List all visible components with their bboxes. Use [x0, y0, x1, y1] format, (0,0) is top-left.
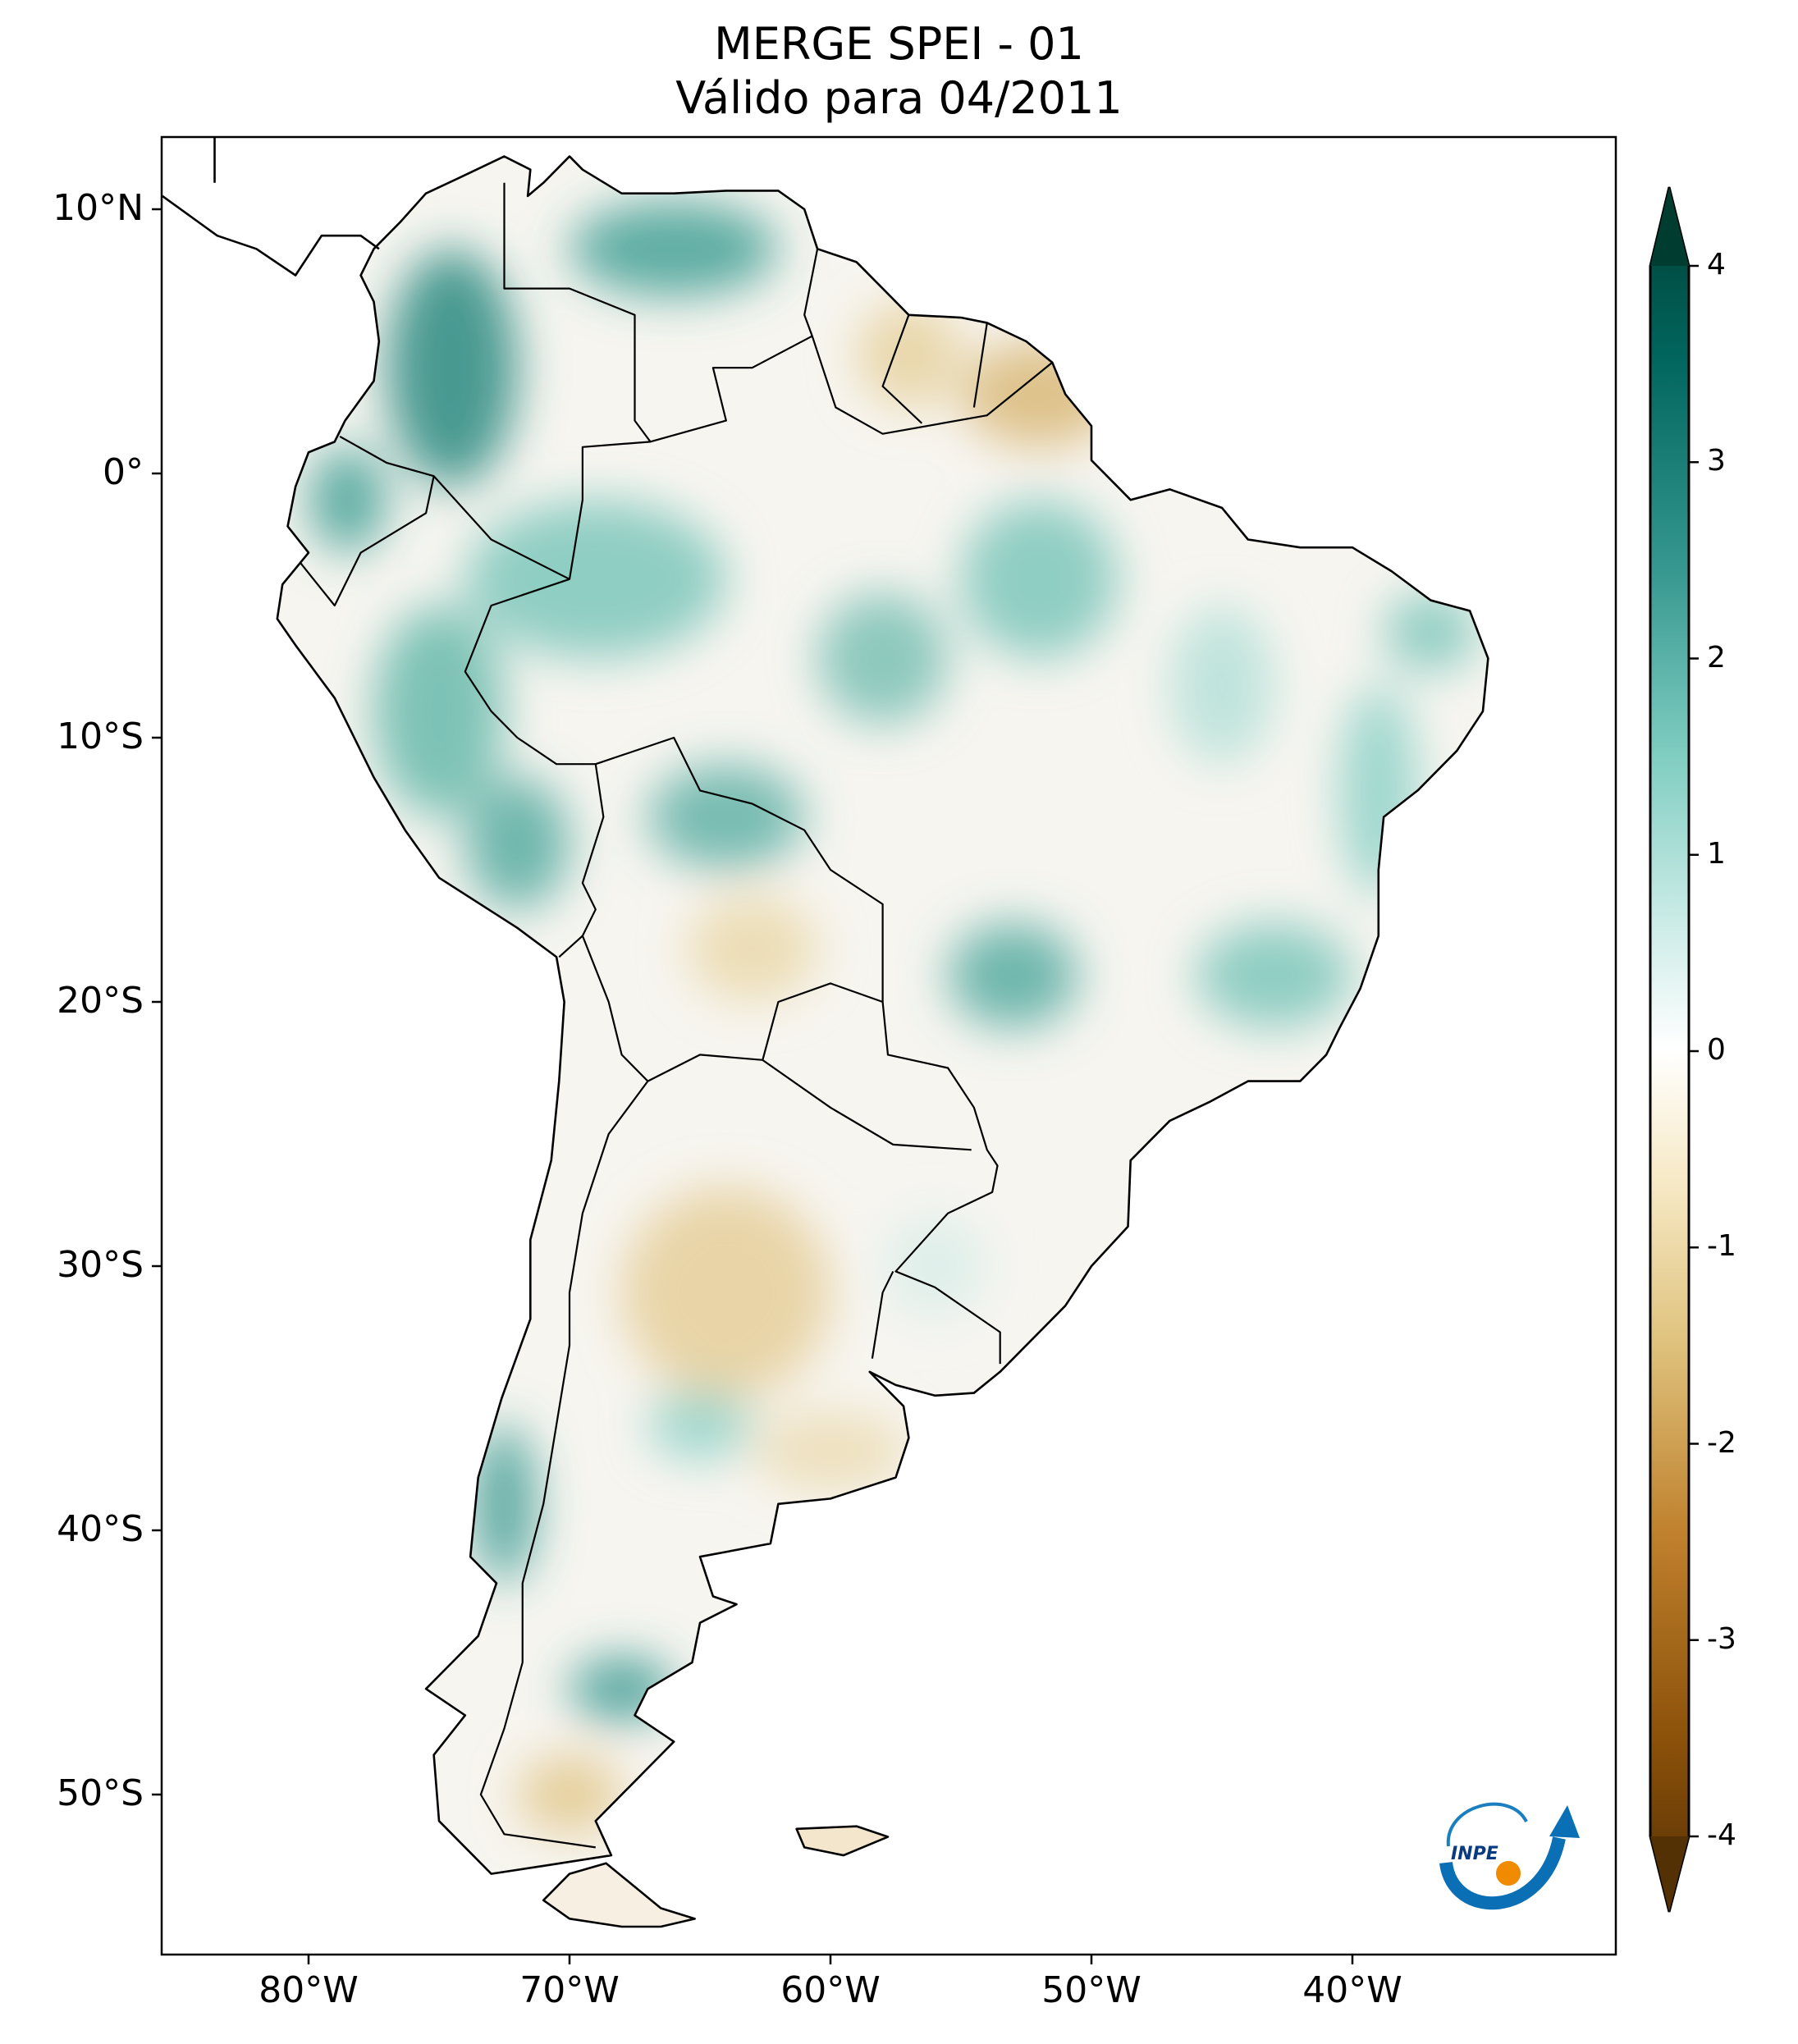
spei-field	[277, 156, 1489, 1874]
tierra-del-fuego	[543, 1863, 694, 1927]
lat-tick-label: 10°N	[53, 187, 144, 229]
colorbar-tick-label: 1	[1707, 836, 1726, 871]
lat-tick-label: 20°S	[57, 980, 144, 1022]
lon-tick-label: 60°W	[780, 1969, 881, 2011]
colorbar-tick-label: -2	[1707, 1425, 1736, 1460]
lon-tick-label: 40°W	[1302, 1969, 1402, 2011]
colorbar-tick-label: 2	[1707, 640, 1726, 674]
colorbar-tick-label: 0	[1707, 1033, 1726, 1067]
lon-tick-label: 70°W	[519, 1969, 620, 2011]
latitude-ticks	[152, 208, 162, 1796]
inpe-logo-text: INPE	[1451, 1844, 1498, 1864]
colorbar-tick-label: -1	[1707, 1229, 1736, 1264]
colorbar	[1649, 186, 1699, 1913]
lat-tick-label: 50°S	[57, 1772, 144, 1814]
longitude-ticks	[307, 1955, 1354, 1964]
colorbar-tick-label: 4	[1707, 248, 1726, 281]
lat-tick-label: 30°S	[57, 1244, 144, 1286]
map-subtitle: Válido para 04/2011	[675, 72, 1123, 124]
map-title: MERGE SPEI - 01	[714, 18, 1084, 70]
lon-tick-label: 80°W	[258, 1969, 359, 2011]
lat-tick-label: 40°S	[57, 1508, 144, 1550]
inpe-logo: INPE	[1439, 1802, 1580, 1910]
central-america-coastline	[162, 138, 379, 275]
falkland-islands	[797, 1827, 888, 1855]
coastlines	[162, 138, 1488, 1927]
colorbar-extend-max	[1650, 187, 1689, 266]
colorbar-bar	[1649, 186, 1690, 1913]
lat-tick-label: 0°	[103, 451, 144, 493]
lon-tick-label: 50°W	[1041, 1969, 1141, 2011]
map-frame	[160, 135, 1617, 1956]
lat-tick-label: 10°S	[57, 716, 144, 757]
colorbar-tick-label: 3	[1707, 444, 1726, 478]
colorbar-tick-label: -4	[1707, 1818, 1736, 1852]
colorbar-tick-label: -3	[1707, 1621, 1736, 1656]
south-america-coastline	[277, 157, 1489, 1874]
country-borders	[300, 183, 1052, 1848]
colorbar-extend-min	[1650, 1836, 1689, 1912]
